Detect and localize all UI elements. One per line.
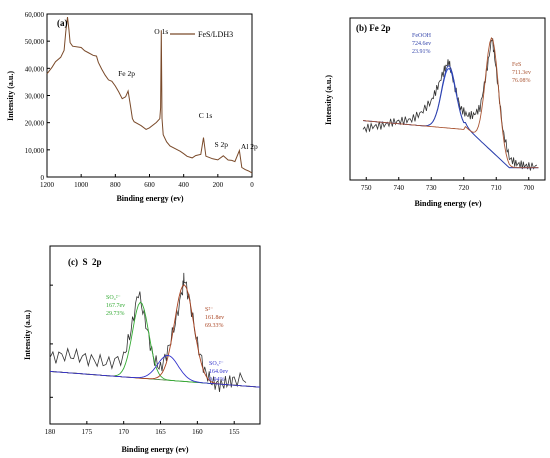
plot-frame-c	[49, 245, 261, 425]
peak-label-b1-energy: 724.6ev	[412, 41, 431, 47]
y-tick-label-a: 20,000	[25, 120, 45, 128]
x-tick-label-a: 1000	[74, 181, 89, 189]
fit-peak-so3	[49, 354, 261, 388]
y-axis-label-a: Intensity (a.u.)	[6, 71, 15, 121]
peak-label-c2-percent: 69.33%	[205, 323, 224, 329]
raw-spectrum-b	[362, 38, 538, 171]
peak-label-c3-energy: 164.0ev	[209, 369, 228, 375]
raw-spectrum-c	[49, 272, 247, 393]
x-tick-label-c: 170	[118, 428, 129, 436]
peak-annotation-a: Fe 2p	[118, 69, 135, 78]
panel-label-c: (c) S 2p	[68, 257, 102, 267]
y-tick-label-a: 60,000	[25, 11, 45, 19]
x-tick-label-a: 0	[250, 181, 254, 189]
y-tick-label-a: 40,000	[25, 65, 45, 73]
x-axis-label-c: Binding energy (ev)	[121, 445, 188, 454]
x-tick-label-b: 740	[394, 184, 405, 192]
x-tick-label-c: 160	[192, 428, 203, 436]
peak-label-c3-name: SO₃²⁻	[209, 361, 224, 367]
x-tick-label-c: 155	[229, 428, 240, 436]
peak-label-c3-percent: 0.94%	[209, 377, 225, 383]
x-tick-label-a: 400	[178, 181, 189, 189]
series-line-fes-ldh3	[46, 16, 253, 174]
peak-label-b2-name: FeS	[512, 62, 521, 68]
x-tick-label-a: 600	[144, 181, 155, 189]
x-tick-label-b: 710	[491, 184, 502, 192]
peak-label-b2-energy: 711.3ev	[512, 70, 531, 76]
x-tick-label-b: 700	[524, 184, 535, 192]
y-tick-label-a: 10,000	[25, 147, 45, 155]
x-tick-label-b: 720	[459, 184, 470, 192]
peak-label-c1-name: SO₄²⁻	[106, 295, 121, 301]
fit-peak-s2	[49, 284, 261, 388]
peak-annotation-a: S 2p	[215, 140, 229, 149]
plot-frame-b	[349, 17, 546, 181]
x-axis-label-a: Binding energy (ev)	[116, 194, 183, 203]
fit-peak-so4	[49, 301, 261, 388]
peak-label-c1-energy: 167.7ev	[106, 303, 125, 309]
x-tick-label-b: 750	[361, 184, 372, 192]
peak-label-c1-percent: 29.73%	[106, 311, 125, 317]
x-tick-label-c: 175	[82, 428, 93, 436]
x-tick-label-a: 200	[213, 181, 224, 189]
legend-label-a: FeS/LDH3	[198, 30, 233, 39]
y-tick-label-a: 30,000	[25, 93, 45, 101]
x-tick-label-b: 730	[426, 184, 437, 192]
y-tick-label-a: 50,000	[25, 38, 45, 46]
x-axis-label-b: Binding energy (ev)	[414, 199, 481, 208]
y-tick-label-a: 0	[41, 174, 45, 182]
fit-peak-fes	[362, 37, 539, 169]
peak-label-c2-name: S²⁻	[205, 307, 213, 313]
y-axis-label-b: Intensity (a.u.)	[324, 75, 333, 125]
x-tick-label-c: 180	[45, 428, 56, 436]
panel-label-b: (b) Fe 2p	[356, 23, 391, 33]
peak-label-b1-percent: 23.91%	[412, 49, 431, 55]
peak-label-c2-energy: 161.8ev	[205, 315, 224, 321]
x-tick-label-c: 165	[155, 428, 166, 436]
peak-label-b2-percent: 76.08%	[512, 78, 531, 84]
x-tick-label-a: 800	[110, 181, 121, 189]
panel-label-a: (a)	[57, 18, 68, 28]
x-tick-label-a: 1200	[40, 181, 55, 189]
peak-label-b1-name: FeOOH	[412, 33, 432, 39]
y-axis-label-c: Intensity (a.u.)	[23, 310, 32, 360]
peak-annotation-a: Al 2p	[241, 142, 258, 151]
peak-annotation-a: O 1s	[154, 27, 168, 36]
peak-annotation-a: C 1s	[199, 111, 213, 120]
